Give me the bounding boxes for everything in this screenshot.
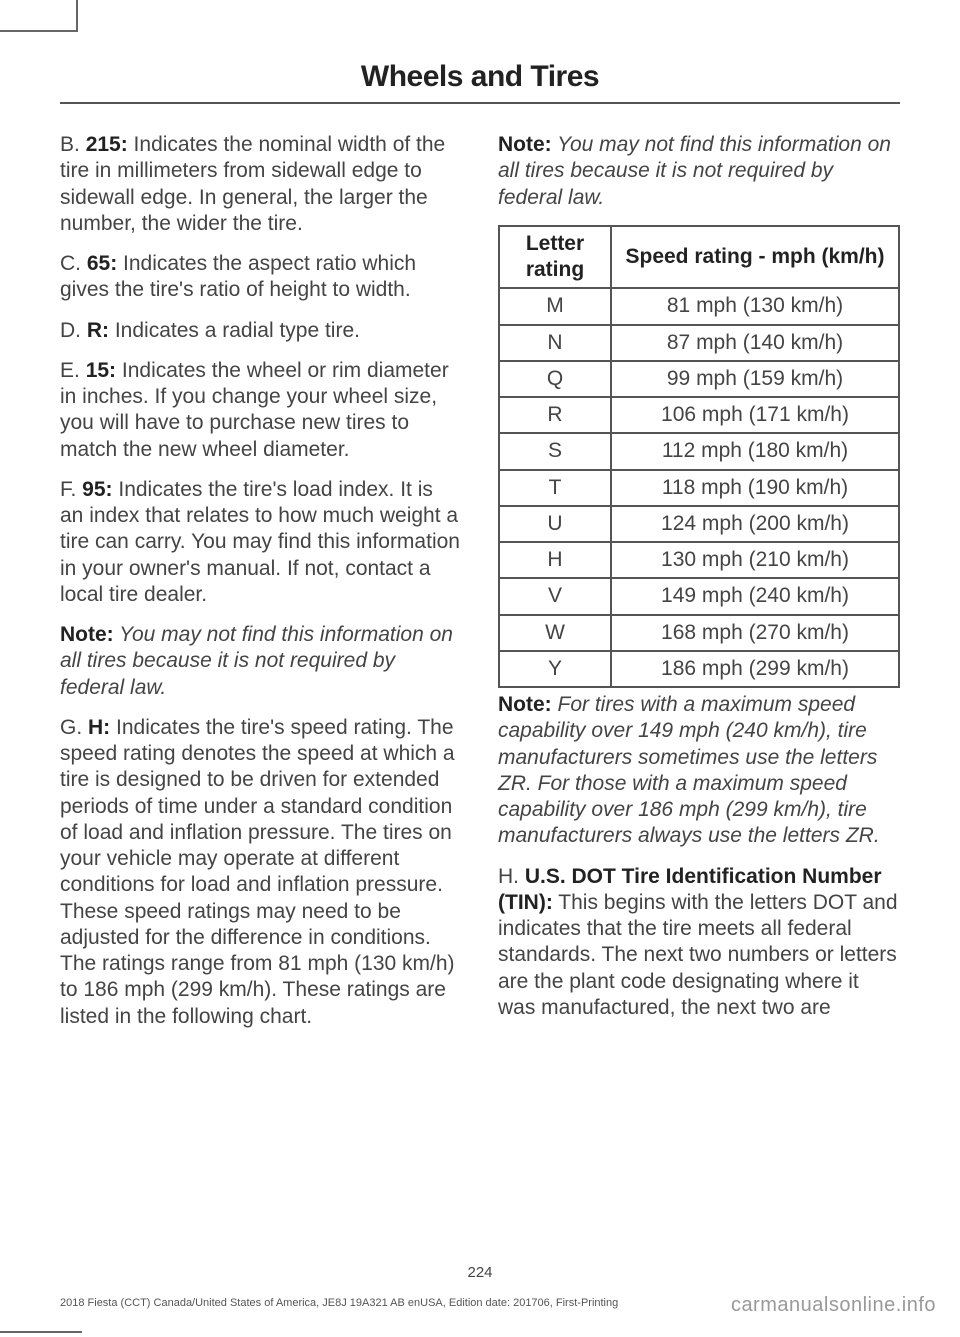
item-b-bold: 215: bbox=[86, 133, 128, 156]
note-1-bold: Note: bbox=[60, 623, 114, 646]
item-d-bold: R: bbox=[87, 319, 109, 342]
right-column: Note: You may not find this information … bbox=[498, 132, 900, 1044]
item-e: E. 15: Indicates the wheel or rim diamet… bbox=[60, 358, 462, 463]
item-g: G. H: Indicates the tire's speed rating.… bbox=[60, 715, 462, 1030]
item-g-label: G. bbox=[60, 716, 88, 739]
cell-speed: 186 mph (299 km/h) bbox=[611, 651, 899, 687]
note-1-text: You may not find this information on all… bbox=[60, 623, 453, 699]
table-row: S112 mph (180 km/h) bbox=[499, 433, 899, 469]
table-row: W168 mph (270 km/h) bbox=[499, 615, 899, 651]
cell-letter: R bbox=[499, 397, 611, 433]
item-e-label: E. bbox=[60, 359, 86, 382]
margin-tab bbox=[0, 1331, 82, 1337]
item-f: F. 95: Indicates the tire's load index. … bbox=[60, 477, 462, 608]
table-row: Q99 mph (159 km/h) bbox=[499, 361, 899, 397]
note-2-text: You may not find this information on all… bbox=[498, 133, 891, 209]
cell-speed: 81 mph (130 km/h) bbox=[611, 288, 899, 324]
cell-letter: W bbox=[499, 615, 611, 651]
cell-speed: 99 mph (159 km/h) bbox=[611, 361, 899, 397]
item-h: H. U.S. DOT Tire Identification Number (… bbox=[498, 864, 900, 1022]
cell-letter: U bbox=[499, 506, 611, 542]
table-row: N87 mph (140 km/h) bbox=[499, 325, 899, 361]
note-1: Note: You may not find this information … bbox=[60, 622, 462, 701]
table-row: R106 mph (171 km/h) bbox=[499, 397, 899, 433]
note-3-bold: Note: bbox=[498, 693, 552, 716]
content-columns: B. 215: Indicates the nominal width of t… bbox=[0, 132, 960, 1044]
table-row: M81 mph (130 km/h) bbox=[499, 288, 899, 324]
item-g-text: Indicates the tire's speed rating. The s… bbox=[60, 716, 455, 1028]
item-f-text: Indicates the tire's load index. It is a… bbox=[60, 478, 460, 606]
table-row: Y186 mph (299 km/h) bbox=[499, 651, 899, 687]
cell-speed: 106 mph (171 km/h) bbox=[611, 397, 899, 433]
speed-rating-table: Letter rating Speed rating - mph (km/h) … bbox=[498, 225, 900, 688]
item-c-label: C. bbox=[60, 252, 87, 275]
table-header-letter: Letter rating bbox=[499, 226, 611, 289]
item-d-text: Indicates a radial type tire. bbox=[109, 319, 360, 342]
cell-speed: 118 mph (190 km/h) bbox=[611, 470, 899, 506]
cell-letter: H bbox=[499, 542, 611, 578]
cell-letter: S bbox=[499, 433, 611, 469]
title-rule bbox=[60, 102, 900, 104]
cell-speed: 87 mph (140 km/h) bbox=[611, 325, 899, 361]
cell-letter: V bbox=[499, 578, 611, 614]
note-3: Note: For tires with a maximum speed cap… bbox=[498, 692, 900, 850]
item-d-label: D. bbox=[60, 319, 87, 342]
cell-speed: 112 mph (180 km/h) bbox=[611, 433, 899, 469]
left-column: B. 215: Indicates the nominal width of t… bbox=[60, 132, 462, 1044]
cell-letter: Y bbox=[499, 651, 611, 687]
cell-speed: 130 mph (210 km/h) bbox=[611, 542, 899, 578]
corner-tab bbox=[0, 0, 78, 32]
item-f-bold: 95: bbox=[82, 478, 112, 501]
page-number: 224 bbox=[467, 1264, 492, 1281]
cell-letter: Q bbox=[499, 361, 611, 397]
table-header-speed: Speed rating - mph (km/h) bbox=[611, 226, 899, 289]
watermark: carmanualsonline.info bbox=[731, 1294, 936, 1317]
cell-speed: 124 mph (200 km/h) bbox=[611, 506, 899, 542]
item-c: C. 65: Indicates the aspect ratio which … bbox=[60, 251, 462, 304]
cell-speed: 168 mph (270 km/h) bbox=[611, 615, 899, 651]
item-b: B. 215: Indicates the nominal width of t… bbox=[60, 132, 462, 237]
footer-edition: 2018 Fiesta (CCT) Canada/United States o… bbox=[60, 1297, 618, 1309]
item-e-bold: 15: bbox=[86, 359, 116, 382]
cell-letter: T bbox=[499, 470, 611, 506]
table-row: V149 mph (240 km/h) bbox=[499, 578, 899, 614]
table-header-row: Letter rating Speed rating - mph (km/h) bbox=[499, 226, 899, 289]
table-row: H130 mph (210 km/h) bbox=[499, 542, 899, 578]
cell-letter: M bbox=[499, 288, 611, 324]
note-3-text: For tires with a maximum speed capabilit… bbox=[498, 693, 880, 847]
note-2-bold: Note: bbox=[498, 133, 552, 156]
cell-letter: N bbox=[499, 325, 611, 361]
cell-speed: 149 mph (240 km/h) bbox=[611, 578, 899, 614]
item-h-label: H. bbox=[498, 865, 525, 888]
item-g-bold: H: bbox=[88, 716, 110, 739]
item-d: D. R: Indicates a radial type tire. bbox=[60, 318, 462, 344]
table-row: U124 mph (200 km/h) bbox=[499, 506, 899, 542]
note-2: Note: You may not find this information … bbox=[498, 132, 900, 211]
page-title: Wheels and Tires bbox=[0, 0, 960, 102]
table-row: T118 mph (190 km/h) bbox=[499, 470, 899, 506]
item-h-text: This begins with the letters DOT and ind… bbox=[498, 891, 898, 1019]
item-e-text: Indicates the wheel or rim diameter in i… bbox=[60, 359, 449, 461]
item-f-label: F. bbox=[60, 478, 82, 501]
item-c-bold: 65: bbox=[87, 252, 117, 275]
item-b-label: B. bbox=[60, 133, 86, 156]
